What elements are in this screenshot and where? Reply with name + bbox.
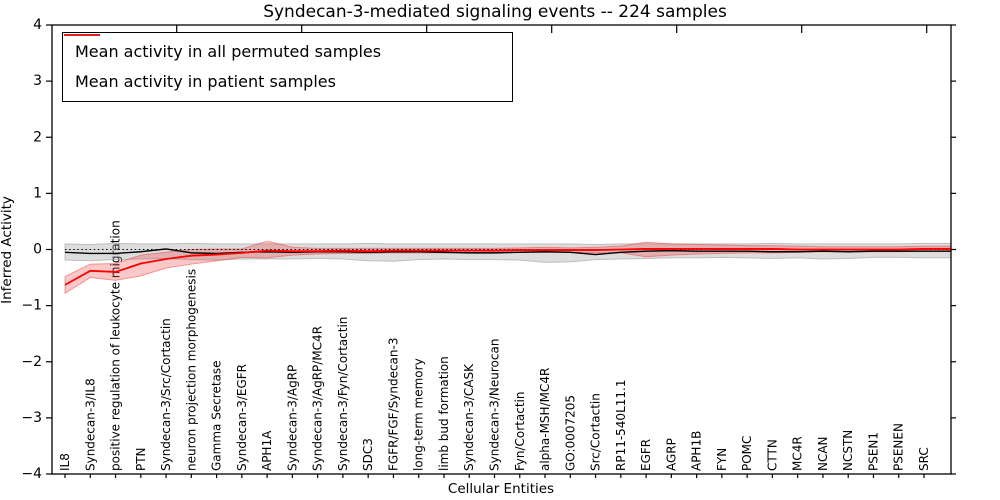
x-tick-label: IL8 (58, 453, 72, 471)
legend: Mean activity in all permuted samples Me… (62, 32, 513, 102)
y-tick-label: 4 (33, 17, 42, 33)
y-tick-label: 3 (33, 73, 42, 89)
x-tick-label: SDC3 (361, 438, 375, 471)
x-tick-label: Gamma Secretase (210, 360, 224, 471)
x-tick-label: GO:0007205 (563, 395, 577, 471)
x-tick-label: PTN (134, 447, 148, 471)
x-tick-label: Syndecan-3/CASK (462, 363, 476, 471)
y-tick-label: 0 (33, 242, 42, 258)
x-tick-label: Syndecan-3/AgRP (285, 365, 299, 471)
x-tick-label: limb bud formation (437, 356, 451, 471)
x-tick-label: Syndecan-3/Src/Cortactin (159, 318, 173, 471)
series-permuted-line (64, 248, 951, 256)
x-tick-label: neuron projection morphogenesis (184, 269, 198, 471)
legend-item-patient: Mean activity in patient samples (64, 34, 506, 93)
legend-item-permuted: Mean activity in all permuted samples (64, 34, 506, 63)
chart-title: Syndecan-3-mediated signaling events -- … (263, 2, 727, 22)
x-tick-label: APH1B (690, 431, 704, 471)
y-ticks (46, 24, 956, 475)
legend-permuted-label: Mean activity in all permuted samples (75, 42, 382, 61)
x-tick-label: Src/Cortactin (589, 393, 603, 471)
y-tick-label: −3 (21, 410, 42, 426)
x-tick-labels: IL8 Syndecan-3/IL8 positive regulation of … (58, 220, 931, 471)
x-tick-label: RP11-540L11.1 (614, 380, 628, 471)
y-tick-label: −1 (21, 298, 42, 314)
y-tick-label: −4 (21, 466, 42, 482)
x-tick-label: POMC (740, 436, 754, 471)
y-tick-label: −2 (21, 354, 42, 370)
y-tick-label: 2 (33, 129, 42, 145)
x-tick-label: PSEN1 (866, 432, 880, 471)
bottom-ticks (64, 474, 925, 478)
y-axis-label: Inferred Activity (0, 196, 15, 304)
x-tick-label: PSENEN (892, 423, 906, 471)
x-tick-label: NCSTN (841, 430, 855, 471)
x-axis-label: Cellular Entities (448, 481, 554, 497)
y-tick-label: 1 (33, 185, 42, 201)
top-ticks (176, 25, 928, 33)
x-tick-label: MC4R (791, 436, 805, 471)
x-tick-label: Syndecan-3/IL8 (83, 378, 97, 471)
x-tick-label: FGFR/FGF/Syndecan-3 (386, 338, 400, 471)
legend-patient-label: Mean activity in patient samples (75, 72, 336, 91)
series-patient-line (64, 248, 951, 286)
x-tick-label: long-term memory (412, 358, 426, 471)
x-tick-label: Syndecan-3/Fyn/Cortactin (336, 317, 350, 471)
x-tick-label: AGRP (664, 438, 678, 471)
x-tick-label: APH1A (260, 430, 274, 471)
x-tick-label: CTTN (765, 439, 779, 471)
x-tick-label: Fyn/Cortactin (513, 391, 527, 471)
legend-patient-line-icon (64, 34, 100, 36)
x-tick-label: FYN (715, 448, 729, 471)
x-tick-label: positive regulation of leukocyte migrati… (109, 220, 123, 471)
x-tick-label: Syndecan-3/EGFR (235, 364, 249, 471)
x-tick-label: EGFR (639, 439, 653, 471)
x-tick-label: Syndecan-3/AgRP/MC4R (311, 326, 325, 471)
x-tick-label: alpha-MSH/MC4R (538, 368, 552, 471)
x-tick-label: NCAN (816, 436, 830, 471)
x-tick-label: Syndecan-3/Neurocan (488, 339, 502, 471)
x-tick-label: SRC (917, 447, 931, 471)
